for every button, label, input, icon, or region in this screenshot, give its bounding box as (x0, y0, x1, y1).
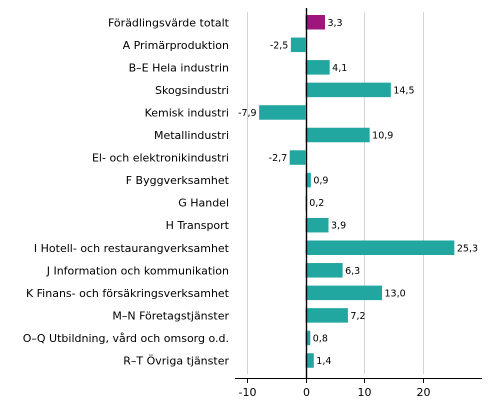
bar (305, 82, 391, 98)
category-label: R–T Övriga tjänster (123, 355, 229, 368)
category-label: Förädlingsvärde totalt (108, 16, 230, 29)
bar (289, 150, 306, 165)
bar (259, 105, 306, 120)
value-label: -2,5 (270, 40, 289, 51)
category-label: J Information och kommunikation (46, 264, 229, 277)
value-label: 14,5 (393, 85, 414, 96)
x-tick-label: 10 (358, 386, 372, 399)
value-label: 10,9 (372, 131, 393, 142)
category-label: F Byggverksamhet (126, 174, 230, 187)
category-labels: Förädlingsvärde totalt A Primärproduktion… (23, 16, 230, 367)
category-label: H Transport (166, 219, 230, 232)
x-tick-label: 0 (303, 386, 310, 399)
bar (305, 285, 383, 301)
value-label: 3,3 (327, 18, 342, 29)
x-axis: -10 0 10 20 (235, 378, 482, 399)
value-label: -7,9 (238, 108, 257, 119)
value-labels: 3,3 -2,5 4,1 14,5 -7,9 10,9 -2,7 0,9 0,2 3,9 25,3 6… (238, 18, 478, 367)
bar (305, 330, 311, 346)
bars (259, 15, 455, 368)
bar (305, 263, 343, 278)
bar (305, 217, 329, 233)
value-label: 0,9 (313, 176, 328, 187)
value-label: 3,9 (331, 221, 346, 232)
category-label: O–Q Utbildning, vård och omsorg o.d. (23, 332, 229, 345)
category-label: Kemisk industri (145, 106, 229, 119)
category-label: M–N Företagstjänster (112, 309, 229, 322)
value-label: 0,8 (313, 333, 328, 344)
x-tick-label: 20 (417, 386, 431, 399)
value-label: 1,4 (316, 356, 331, 367)
category-label: I Hotell- och restaurangverksamhet (34, 242, 230, 255)
bar (305, 60, 330, 75)
bar (305, 15, 325, 30)
value-label: 6,3 (345, 266, 360, 277)
bar (305, 127, 370, 143)
bar (305, 172, 311, 188)
category-label: A Primärproduktion (123, 39, 229, 52)
category-label: G Handel (178, 197, 229, 210)
category-label: Metallindustri (154, 129, 229, 142)
value-label: -2,7 (269, 153, 288, 164)
bar (305, 240, 455, 255)
bar (305, 353, 314, 368)
category-label: B–E Hela industrin (129, 61, 229, 74)
value-label: 7,2 (350, 311, 365, 322)
value-label: 0,2 (309, 198, 324, 209)
bar (305, 308, 348, 323)
bar (290, 37, 306, 53)
value-label: 25,3 (457, 243, 478, 254)
grid-lines (247, 12, 424, 374)
category-label: El- och elektronikindustri (92, 152, 229, 165)
category-label: K Finans- och försäkringsverksamhet (26, 287, 230, 300)
category-label: Skogsindustri (155, 84, 229, 97)
x-tick-label: -10 (239, 386, 257, 399)
value-label: 4,1 (332, 63, 347, 74)
value-label: 13,0 (385, 288, 406, 299)
